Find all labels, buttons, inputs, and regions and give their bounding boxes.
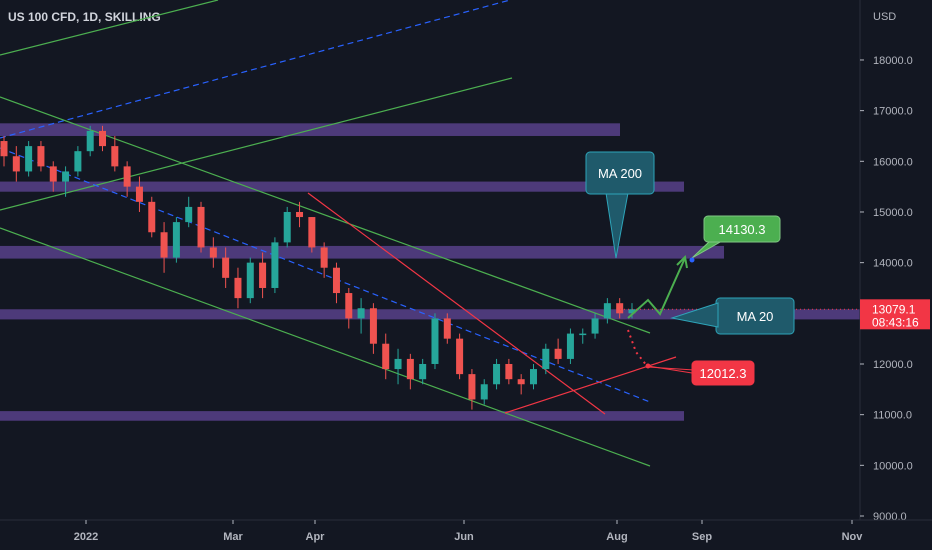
zone-band-4: [0, 411, 684, 421]
time-axis-bg: [0, 520, 932, 550]
candle-body: [394, 358, 402, 370]
candle-body: [111, 146, 119, 167]
zone-band-3: [0, 309, 860, 320]
ma200-callout-label: MA 200: [598, 166, 642, 181]
target-down-callout-label: 12012.3: [700, 366, 747, 381]
candle-body: [332, 267, 340, 294]
candle-body: [62, 171, 70, 182]
candle-body: [99, 130, 107, 147]
price-tick-label: 14000.0: [873, 258, 913, 270]
price-axis-bg: [860, 0, 932, 550]
candle-body: [591, 318, 599, 334]
candle-body: [25, 146, 33, 172]
candle-body: [296, 211, 304, 218]
candle-body: [505, 363, 513, 380]
channel-line-mid-green: [0, 77, 513, 211]
candle-body: [542, 348, 550, 370]
candle-body: [148, 201, 156, 233]
trend-line-red-down: [307, 192, 606, 415]
candle-body: [209, 247, 217, 258]
price-tick-label: 11000.0: [873, 410, 912, 422]
candle-body: [259, 262, 267, 288]
candle-body: [0, 141, 8, 157]
zone-band-1: [0, 181, 684, 192]
target-up-callout-label: 14130.3: [719, 222, 766, 237]
candle-body: [382, 343, 390, 370]
target-up-callout-box: [703, 215, 781, 243]
candle-body: [628, 309, 636, 314]
channel-line-green-2: [0, 227, 651, 467]
price-tick-label: 12000.0: [873, 359, 913, 371]
candle-body: [86, 130, 94, 152]
dashed-line-blue-1: [0, 0, 511, 139]
time-tick-label: Aug: [606, 531, 627, 543]
candle-body: [308, 217, 316, 248]
candle-body: [419, 363, 427, 380]
candle-body: [493, 363, 501, 385]
channel-line-upper-green: [0, 0, 219, 56]
chart-title: US 100 CFD, 1D, SKILLING: [8, 10, 161, 24]
candle-body: [357, 308, 365, 319]
candle-body: [222, 257, 230, 278]
candle-body: [49, 166, 57, 182]
candle-body: [197, 206, 205, 248]
ma200-callout-box: [585, 151, 655, 195]
candle-body: [443, 318, 451, 339]
time-tick-label: 2022: [74, 531, 98, 543]
ma20-callout-pointer2: [670, 302, 719, 328]
price-tick-label: 10000.0: [873, 460, 913, 472]
candle-body: [369, 308, 377, 344]
candle-body: [345, 293, 353, 319]
countdown-label: 08:43:16: [872, 315, 919, 329]
candle-body: [135, 186, 143, 202]
candle-body: [456, 338, 464, 375]
candle-body: [234, 277, 242, 299]
candle-body: [12, 156, 20, 172]
time-tick-label: Mar: [223, 531, 243, 543]
time-tick-label: Jun: [454, 531, 474, 543]
candle-body: [406, 358, 414, 380]
candle-body: [468, 374, 476, 400]
candle-body: [37, 146, 45, 167]
candle-body: [517, 379, 525, 385]
projection-path-down: [627, 329, 648, 367]
candle-body: [185, 206, 193, 223]
candle-body: [480, 384, 488, 400]
projection-path-up: [627, 257, 686, 319]
target-down-dot: [645, 363, 651, 369]
time-tick-label: Nov: [842, 531, 864, 543]
candle-body: [160, 232, 168, 258]
dashed-line-blue-2: [0, 147, 651, 403]
candle-body: [616, 303, 624, 314]
candle-body: [529, 369, 537, 385]
candle-body: [123, 166, 131, 187]
candle-body: [554, 348, 562, 359]
candle-body: [271, 242, 279, 288]
last-price-label: 13079.1: [872, 302, 916, 316]
candle-body: [431, 318, 439, 364]
time-tick-label: Sep: [692, 531, 712, 543]
ma20-callout-label: MA 20: [737, 309, 774, 324]
price-axis-currency: USD: [873, 11, 896, 23]
candle-body: [579, 333, 587, 336]
last-price-badge: [860, 299, 930, 330]
price-tick-label: 16000.0: [873, 156, 913, 168]
candle-body: [283, 211, 291, 243]
price-tick-label: 18000.0: [873, 55, 913, 67]
price-tick-label: 17000.0: [873, 106, 913, 118]
candle-body: [320, 247, 328, 268]
arrow-head-up: [676, 254, 688, 269]
candle-body: [603, 303, 611, 319]
channel-line-green-1: [0, 96, 651, 334]
candle-body: [566, 333, 574, 359]
zone-band-2: [0, 245, 724, 259]
price-tick-label: 15000.0: [873, 207, 913, 219]
time-tick-label: Apr: [306, 531, 326, 543]
candle-body: [246, 262, 254, 299]
target-down-connector: [647, 365, 693, 374]
candle-body: [74, 151, 82, 172]
target-up-dot: [689, 257, 695, 263]
candle-body: [172, 222, 180, 258]
